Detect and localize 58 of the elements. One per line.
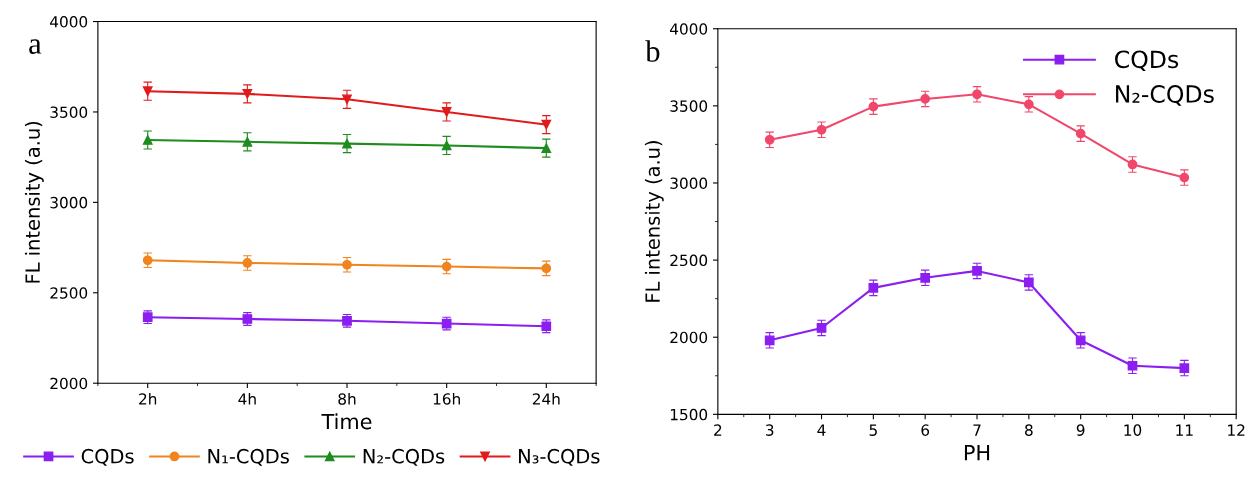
point [816, 124, 827, 135]
point [441, 140, 452, 151]
y-tick-label: 1500 [670, 408, 708, 421]
x-tick-label: 4h [238, 392, 256, 405]
y-axis-title: FL intensity (a.u) [24, 121, 44, 283]
legend-label: N₃-CQDs [519, 448, 600, 466]
x-tick-label: 9 [1076, 424, 1085, 436]
point [242, 89, 253, 99]
x-tick-label: 6 [921, 424, 930, 436]
y-tick-label: 3500 [50, 106, 88, 118]
x-tick-label: 16h [433, 392, 460, 405]
y-tick-label: 4000 [50, 16, 88, 28]
x-tick-label: 8 [1025, 424, 1033, 436]
x-tick-label: 5 [869, 424, 877, 436]
legend-label: CQDs [81, 448, 134, 466]
y-tick-label: 4000 [670, 23, 708, 35]
point [764, 134, 775, 145]
legend-label: N₁-CQDs [208, 448, 289, 466]
x-axis-title: PH [964, 445, 990, 461]
point [868, 282, 879, 293]
y-tick-label: 3000 [50, 196, 88, 209]
point [816, 323, 827, 333]
point [142, 135, 153, 145]
x-tick-label: 11 [1176, 424, 1193, 436]
legend-label: N₂-CQDs [1116, 85, 1214, 106]
point [441, 107, 452, 117]
point [342, 138, 352, 149]
chart-title: b [645, 40, 660, 62]
y-tick-label: 3500 [670, 100, 708, 112]
legend-label: N₂-CQDs [363, 448, 445, 466]
x-tick-label: 2 [714, 424, 722, 436]
y-tick-label: 2000 [50, 377, 88, 390]
point [1127, 360, 1138, 371]
x-tick-label: 3 [766, 424, 774, 436]
point [541, 143, 552, 153]
x-tick-label: 7 [973, 424, 981, 436]
point [972, 266, 982, 276]
point [142, 86, 153, 97]
y-tick-label: 2500 [50, 287, 88, 299]
x-tick-label: 12 [1228, 424, 1245, 436]
x-tick-label: 24h [532, 392, 560, 405]
x-tick-label: 4 [817, 424, 826, 436]
x-tick-label: 10 [1124, 424, 1142, 436]
y-tick-label: 3000 [670, 177, 708, 189]
point [1179, 363, 1190, 373]
point [920, 272, 931, 283]
legend-label: CQDs [1115, 50, 1179, 71]
x-tick-label: 8h [338, 392, 356, 405]
point [541, 119, 552, 130]
y-tick-label: 2500 [670, 254, 708, 267]
point [242, 136, 253, 147]
x-tick-label: 2h [139, 392, 157, 405]
y-axis-title: FL intensity (a.u) [644, 141, 664, 302]
point [920, 94, 931, 104]
chart-title: a [29, 39, 42, 54]
point [342, 94, 352, 105]
y-tick-label: 2000 [670, 331, 708, 344]
x-axis-title: Time [321, 413, 372, 430]
